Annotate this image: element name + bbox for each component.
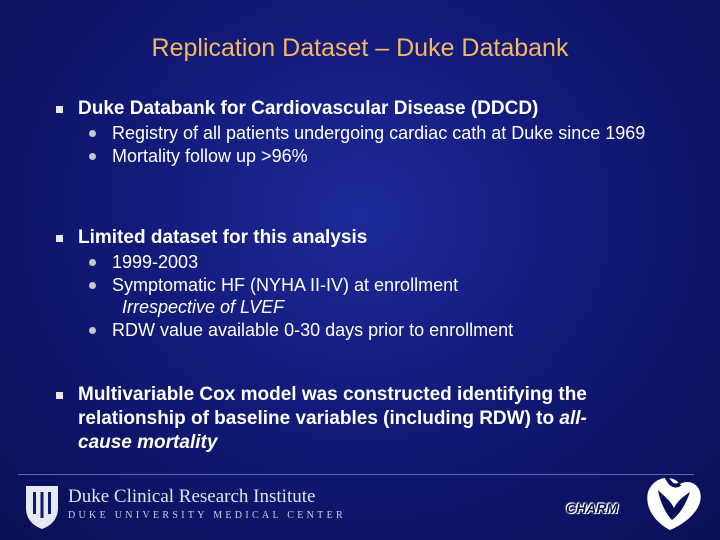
bullet-group-3: Multivariable Cox model was constructed …: [56, 383, 636, 455]
sub-bullet-text: 1999-2003: [112, 252, 199, 272]
dcri-logo: Duke Clinical Research Institute DUKE UN…: [22, 484, 343, 532]
bullet-2-text: Limited dataset for this analysis: [78, 227, 368, 248]
bullet-group-1: Duke Databank for Cardiovascular Disease…: [56, 97, 676, 167]
sub-bullet-text: Mortality follow up >96%: [112, 146, 308, 166]
slide-title: Replication Dataset – Duke Databank: [151, 34, 569, 62]
round-bullet-icon: [89, 282, 96, 289]
square-bullet-icon: [56, 106, 63, 113]
bullet-3: Multivariable Cox model was constructed …: [56, 383, 636, 455]
duke-shield-icon: [26, 486, 58, 529]
charm-logo: CHARM: [566, 500, 619, 516]
bullet-3-text: Multivariable Cox model was constructed …: [78, 384, 587, 429]
heart-logo-icon: [647, 475, 701, 530]
sub-bullet-1-2: Mortality follow up >96%: [56, 145, 676, 167]
sub-bullet-2-3: RDW value available 0-30 days prior to e…: [56, 319, 676, 341]
sub-bullet-text: Registry of all patients undergoing card…: [112, 123, 646, 143]
bullet-3-italic: all-cause mortality: [78, 408, 587, 453]
round-bullet-icon: [89, 130, 96, 137]
sub-bullet-1-1: Registry of all patients undergoing card…: [56, 122, 676, 144]
footer-divider: [18, 474, 694, 475]
sub-sub-note: Irrespective of LVEF: [122, 297, 285, 317]
institute-name: Duke Clinical Research Institute: [68, 486, 316, 507]
sub-bullet-text: Symptomatic HF (NYHA II-IV) at enrollmen…: [112, 275, 459, 295]
bullet-1-text: Duke Databank for Cardiovascular Disease…: [78, 98, 539, 119]
round-bullet-icon: [89, 153, 96, 160]
institute-subtitle: DUKE UNIVERSITY MEDICAL CENTER: [68, 510, 346, 521]
round-bullet-icon: [89, 327, 96, 334]
square-bullet-icon: [56, 235, 63, 242]
sub-bullet-2-1: 1999-2003: [56, 251, 676, 273]
sub-bullet-text: RDW value available 0-30 days prior to e…: [112, 320, 514, 340]
round-bullet-icon: [89, 259, 96, 266]
bullet-group-2: Limited dataset for this analysis 1999-2…: [56, 226, 676, 341]
bullet-1: Duke Databank for Cardiovascular Disease…: [56, 97, 676, 121]
square-bullet-icon: [56, 392, 63, 399]
sub-bullet-2-2: Symptomatic HF (NYHA II-IV) at enrollmen…: [56, 274, 676, 296]
bullet-2: Limited dataset for this analysis: [56, 226, 676, 250]
